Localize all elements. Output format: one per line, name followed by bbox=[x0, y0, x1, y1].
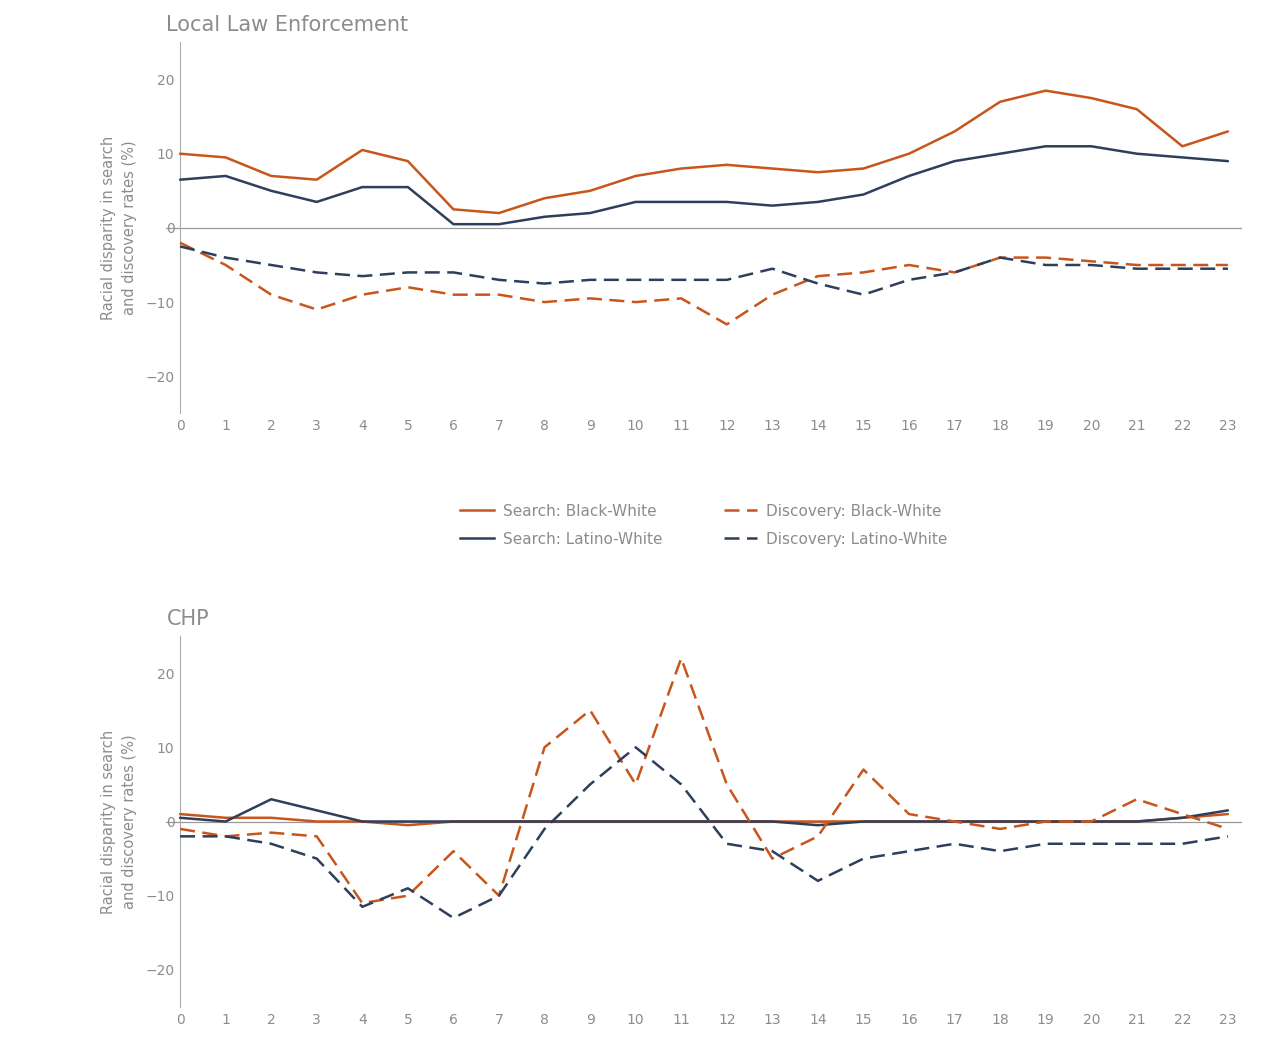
Text: Local Law Enforcement: Local Law Enforcement bbox=[166, 15, 408, 35]
Y-axis label: Racial disparity in search
and discovery rates (%): Racial disparity in search and discovery… bbox=[101, 136, 137, 320]
Text: CHP: CHP bbox=[166, 608, 209, 629]
Legend: Search: Black-White, Search: Latino-White, Discovery: Black-White, Discovery: La: Search: Black-White, Search: Latino-Whit… bbox=[461, 505, 947, 547]
Y-axis label: Racial disparity in search
and discovery rates (%): Racial disparity in search and discovery… bbox=[101, 729, 137, 914]
